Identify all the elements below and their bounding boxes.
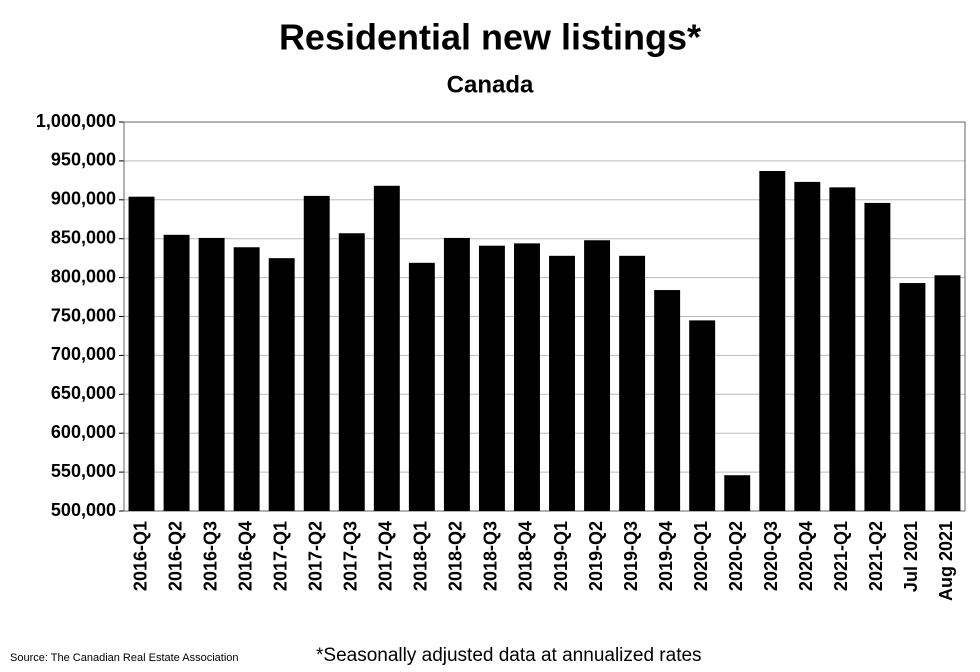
x-tick-label: 2020-Q1 (691, 521, 711, 591)
bar (373, 185, 400, 511)
bar (408, 262, 435, 511)
x-tick-label: 2018-Q4 (516, 521, 536, 591)
bar (899, 283, 926, 511)
x-tick-label: 2016-Q2 (165, 521, 185, 591)
plot-frame (123, 121, 966, 512)
bar (689, 320, 716, 511)
y-tick-label: 700,000 (51, 344, 116, 364)
bar (829, 187, 856, 512)
bar (724, 475, 751, 511)
x-tick-label: 2017-Q3 (341, 521, 361, 591)
y-tick-label: 750,000 (51, 305, 116, 325)
bar (478, 245, 505, 511)
y-tick-label: 650,000 (51, 383, 116, 403)
bar (303, 195, 330, 511)
x-tick-label: 2017-Q1 (270, 521, 290, 591)
bar (128, 196, 155, 512)
y-tick-label: 900,000 (51, 189, 116, 209)
bar (443, 237, 470, 511)
y-tick-label: 500,000 (51, 500, 116, 520)
bar (268, 258, 295, 511)
bar (654, 290, 681, 511)
x-tick-label: 2021-Q1 (831, 521, 851, 591)
x-tick-label: Aug 2021 (936, 521, 956, 601)
x-tick-label: 2019-Q3 (621, 521, 641, 591)
x-tick-label: 2018-Q3 (481, 521, 501, 591)
bar (584, 240, 611, 512)
bar (864, 202, 891, 512)
bar (759, 171, 786, 511)
x-tick-label: 2020-Q3 (761, 521, 781, 591)
x-tick-label: 2016-Q4 (235, 521, 255, 591)
x-tick-label: 2021-Q2 (866, 521, 886, 591)
bar (198, 237, 225, 511)
x-tick-label: 2016-Q1 (130, 521, 150, 591)
x-tick-label: 2018-Q1 (411, 521, 431, 591)
source: Source: The Canadian Real Estate Associa… (10, 652, 239, 664)
x-tick-label: 2017-Q4 (376, 521, 396, 591)
x-tick-label: Jul 2021 (901, 521, 921, 592)
chart-title: Residential new listings* (279, 17, 701, 58)
bar (549, 255, 575, 511)
x-tick-label: 2017-Q2 (305, 521, 325, 591)
note: *Seasonally adjusted data at annualized … (316, 645, 702, 666)
y-tick-label: 800,000 (51, 266, 116, 286)
bar (514, 243, 540, 512)
bar (338, 233, 365, 511)
x-tick-label: 2016-Q3 (200, 521, 220, 591)
bar (233, 247, 260, 511)
y-tick-label: 600,000 (51, 422, 116, 442)
bar (794, 181, 821, 511)
bar (934, 275, 961, 511)
x-tick-label: 2019-Q2 (586, 521, 606, 591)
x-tick-label: 2018-Q2 (446, 521, 466, 591)
x-tick-label: 2020-Q4 (796, 521, 816, 591)
x-tick-label: 2019-Q1 (551, 521, 571, 591)
y-tick-label: 1,000,000 (36, 111, 116, 131)
y-tick-label: 950,000 (51, 150, 116, 170)
bar (163, 234, 190, 511)
chart-subtitle: Canada (447, 71, 534, 98)
x-tick-label: 2019-Q4 (656, 521, 676, 591)
y-tick-label: 850,000 (51, 227, 116, 247)
bar (619, 255, 646, 511)
y-tick-label: 550,000 (51, 461, 116, 481)
x-tick-label: 2020-Q2 (726, 521, 746, 591)
